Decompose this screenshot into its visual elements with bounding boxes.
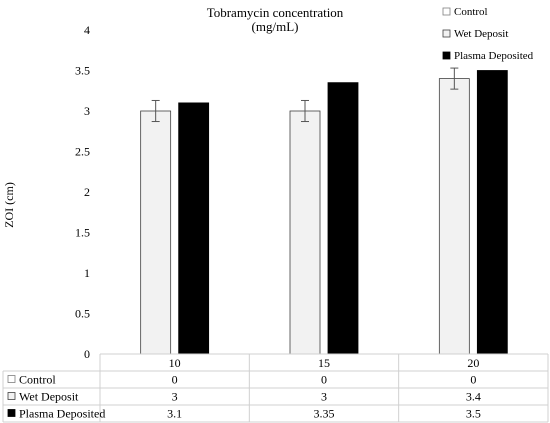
table-cell-2-0: 3.1 — [167, 407, 182, 421]
y-tick-label-8: 4 — [84, 23, 90, 37]
data-table: 10 15 20 Control 0 0 0 Wet Deposit 3 3 3.4 Plasma D… — [2, 353, 549, 423]
legend-key-2 — [442, 51, 451, 60]
table-cell-2-2: 3.5 — [466, 407, 481, 421]
table-cell-1-1: 3 — [321, 390, 327, 404]
y-axis-label: ZOI (cm) — [2, 182, 16, 228]
y-tick-label-4: 2 — [84, 185, 90, 199]
table-legend-key-0 — [7, 375, 16, 383]
table-cell-2-1: 3.35 — [314, 407, 335, 421]
chart-title-line-1: Tobramycin concentration — [207, 5, 344, 20]
bars — [140, 70, 508, 355]
legend-label-2: Plasma Deposited — [454, 50, 534, 62]
bar-plasma-deposited-15 — [327, 82, 359, 355]
y-tick-label-7: 3.5 — [75, 64, 90, 78]
x-category-label-10: 10 — [169, 356, 181, 370]
table-row-label-2: Plasma Deposited — [19, 407, 105, 421]
legend-label-1: Wet Deposit — [454, 28, 508, 40]
y-tick-label-1: 0.5 — [75, 307, 90, 321]
y-tick-label-5: 2.5 — [75, 145, 90, 159]
chart-title-line-2: (mg/mL) — [252, 19, 299, 34]
bar-plasma-deposited-20 — [476, 70, 508, 355]
y-tick-label-3: 1.5 — [75, 226, 90, 240]
table-cell-1-2: 3.4 — [466, 390, 481, 404]
bar-wet-deposit-20 — [438, 78, 470, 355]
legend: Control Wet Deposit Plasma Deposited — [442, 6, 534, 62]
legend-key-1 — [442, 29, 451, 38]
error-bars — [151, 67, 459, 123]
bar-plasma-deposited-10 — [178, 102, 210, 355]
table-legend-key-2 — [7, 409, 16, 417]
x-category-label-15: 15 — [318, 356, 330, 370]
table-legend-key-1 — [7, 392, 16, 400]
legend-key-0 — [442, 7, 451, 16]
table-row-label-0: Control — [19, 373, 56, 387]
table-cell-0-0: 0 — [172, 373, 178, 387]
y-tick-label-2: 1 — [84, 266, 90, 280]
table-cell-0-2: 0 — [470, 373, 476, 387]
table-cell-0-1: 0 — [321, 373, 327, 387]
y-tick-label-6: 3 — [84, 104, 90, 118]
legend-label-0: Control — [454, 6, 488, 18]
table-cell-1-0: 3 — [172, 390, 178, 404]
x-category-label-20: 20 — [467, 356, 479, 370]
y-tick-label-0: 0 — [84, 347, 90, 361]
bar-wet-deposit-10 — [140, 110, 172, 355]
table-row-label-1: Wet Deposit — [19, 390, 79, 404]
y-axis-ticks: 0 0.5 1 1.5 2 2.5 3 3.5 4 — [75, 23, 90, 361]
bar-wet-deposit-15 — [289, 110, 321, 355]
